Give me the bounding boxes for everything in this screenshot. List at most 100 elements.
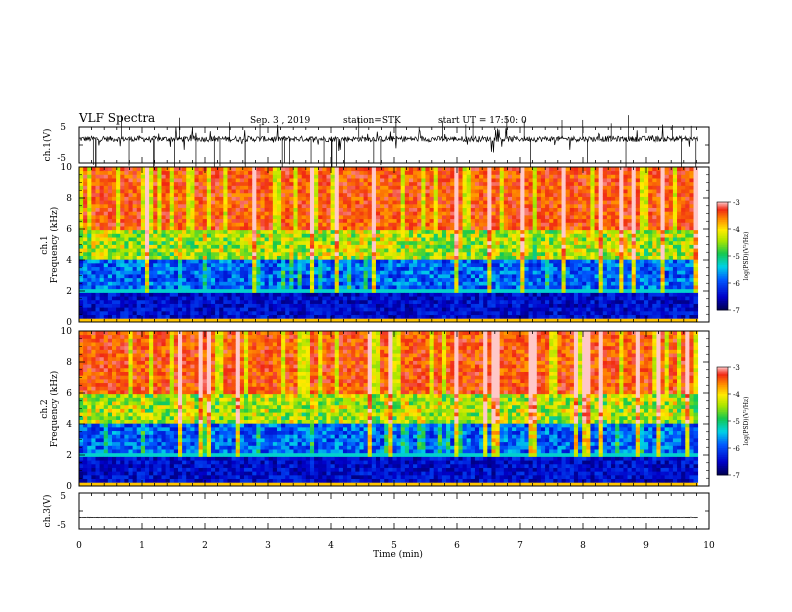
spectrogram-cell bbox=[252, 303, 257, 308]
spectrogram-cell bbox=[128, 288, 134, 293]
spectrogram-cell bbox=[103, 211, 109, 216]
spectrogram-cell bbox=[107, 222, 113, 227]
spectrogram-cell bbox=[301, 303, 307, 308]
spectrogram-cell bbox=[144, 196, 150, 201]
spectrogram-cell bbox=[243, 285, 249, 290]
spectrogram-cell bbox=[276, 307, 282, 312]
spectrogram-cell bbox=[132, 233, 138, 238]
spectrogram-cell bbox=[446, 181, 451, 186]
spectrogram-cell bbox=[396, 292, 402, 297]
spectrogram-cell bbox=[421, 288, 426, 293]
spectrogram-cell bbox=[326, 266, 331, 271]
spectrogram-cell bbox=[239, 218, 245, 223]
spectrogram-cell bbox=[91, 270, 96, 275]
spectrogram-cell bbox=[219, 310, 224, 316]
spectrogram-cell bbox=[264, 281, 270, 286]
spectrogram-cell bbox=[532, 211, 538, 216]
spectrogram-cell bbox=[243, 262, 249, 268]
spectrogram-cell bbox=[186, 255, 191, 260]
spectrogram-cell bbox=[91, 277, 96, 282]
spectrogram-cell bbox=[334, 303, 340, 308]
spectrogram-cell bbox=[120, 189, 125, 194]
spectrogram-cell bbox=[433, 281, 439, 286]
spectrogram-cell bbox=[235, 226, 241, 231]
spectrogram-cell bbox=[375, 281, 381, 286]
spectrogram-cell bbox=[169, 214, 175, 220]
spectrogram-cell bbox=[322, 248, 327, 253]
spectrogram-cell bbox=[375, 229, 381, 234]
spectrogram-cell bbox=[495, 244, 501, 249]
spectrogram-cell bbox=[161, 266, 167, 271]
spectrogram-cell bbox=[198, 270, 204, 275]
spectrogram-cell bbox=[256, 307, 261, 312]
spectrogram-cell bbox=[223, 178, 228, 183]
spectrogram-cell bbox=[400, 251, 406, 256]
spectrogram-cell bbox=[408, 307, 414, 312]
spectrogram-cell bbox=[305, 262, 311, 268]
spectrogram-cell bbox=[272, 299, 278, 304]
spectrogram-cell bbox=[215, 222, 220, 227]
spectrogram-cell bbox=[264, 189, 270, 194]
spectrogram-cell bbox=[116, 178, 121, 183]
spectrogram-cell bbox=[532, 270, 538, 275]
spectrogram-cell bbox=[219, 196, 224, 201]
spectrogram-cell bbox=[491, 167, 496, 172]
spectrogram-cell bbox=[479, 229, 484, 234]
spectrogram-cell bbox=[507, 259, 513, 264]
spectrogram-cell bbox=[285, 274, 290, 279]
spectrogram-cell bbox=[107, 196, 113, 201]
spectrogram-cell bbox=[380, 292, 385, 297]
spectrogram-cell bbox=[157, 237, 162, 242]
spectrogram-cell bbox=[157, 262, 162, 268]
spectrogram-cell bbox=[462, 244, 468, 249]
spectrogram-cell bbox=[413, 200, 418, 205]
spectrogram-cell bbox=[235, 288, 241, 293]
spectrogram-cell bbox=[186, 251, 191, 256]
spectrogram-cell bbox=[79, 285, 84, 290]
spectrogram-cell bbox=[355, 178, 360, 183]
spectrogram-cell bbox=[499, 203, 505, 208]
spectrogram-cell bbox=[223, 285, 228, 290]
spectrogram-cell bbox=[83, 229, 88, 234]
spectrogram-cell bbox=[276, 218, 282, 223]
spectrogram-cell bbox=[499, 211, 505, 216]
spectrogram-cell bbox=[297, 189, 303, 194]
spectrogram-cell bbox=[404, 292, 410, 297]
spectrogram-cell bbox=[177, 211, 183, 216]
spectrogram-cell bbox=[260, 303, 265, 308]
spectrogram-cell bbox=[120, 314, 125, 319]
spectrogram-cell bbox=[95, 292, 101, 297]
spectrogram-cell bbox=[342, 181, 348, 186]
spectrogram-cell bbox=[248, 248, 253, 253]
spectrogram-cell bbox=[289, 307, 294, 312]
spectrogram-cell bbox=[309, 303, 315, 308]
spectrogram-cell bbox=[384, 170, 389, 175]
spectrogram-cell bbox=[408, 285, 414, 290]
spectrogram-cell bbox=[437, 178, 443, 183]
spectrogram-cell bbox=[375, 292, 381, 297]
spectrogram-cell bbox=[190, 262, 195, 268]
spectrogram-cell bbox=[388, 251, 393, 256]
spectrogram-cell bbox=[227, 170, 232, 175]
spectrogram-cell bbox=[446, 292, 451, 297]
spectrogram-cell bbox=[260, 248, 265, 253]
spectrogram-cell bbox=[124, 226, 129, 231]
spectrogram-cell bbox=[462, 288, 468, 293]
spectrogram-cell bbox=[169, 277, 175, 282]
spectrogram-cell bbox=[462, 237, 468, 242]
spectrogram-cell bbox=[470, 196, 476, 201]
spectrogram-cell bbox=[499, 178, 505, 183]
spectrogram-cell bbox=[107, 189, 113, 194]
spectrogram-cell bbox=[210, 189, 216, 194]
spectrogram-cell bbox=[293, 226, 298, 231]
spectrogram-cell bbox=[177, 314, 183, 319]
spectrogram-cell bbox=[433, 178, 439, 183]
spectrogram-cell bbox=[318, 251, 323, 256]
spectrogram-cell bbox=[334, 314, 340, 319]
spectrogram-cell bbox=[136, 211, 142, 216]
spectrogram-cell bbox=[169, 307, 175, 312]
spectrogram-cell bbox=[384, 259, 389, 264]
spectrogram-cell bbox=[128, 218, 134, 223]
spectrogram-cell bbox=[173, 318, 179, 323]
spectrogram-cell bbox=[417, 299, 422, 304]
